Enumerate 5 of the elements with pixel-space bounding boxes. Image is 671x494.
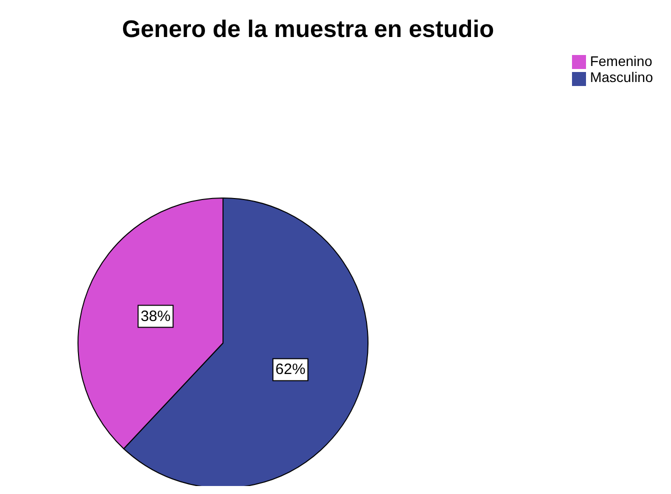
legend-label: Masculino [590,69,653,86]
legend-label: Femenino [590,53,652,69]
data-label: 38% [140,308,171,325]
data-label: 62% [275,361,306,378]
chart-title: Genero de la muestra en estudio [120,16,496,44]
